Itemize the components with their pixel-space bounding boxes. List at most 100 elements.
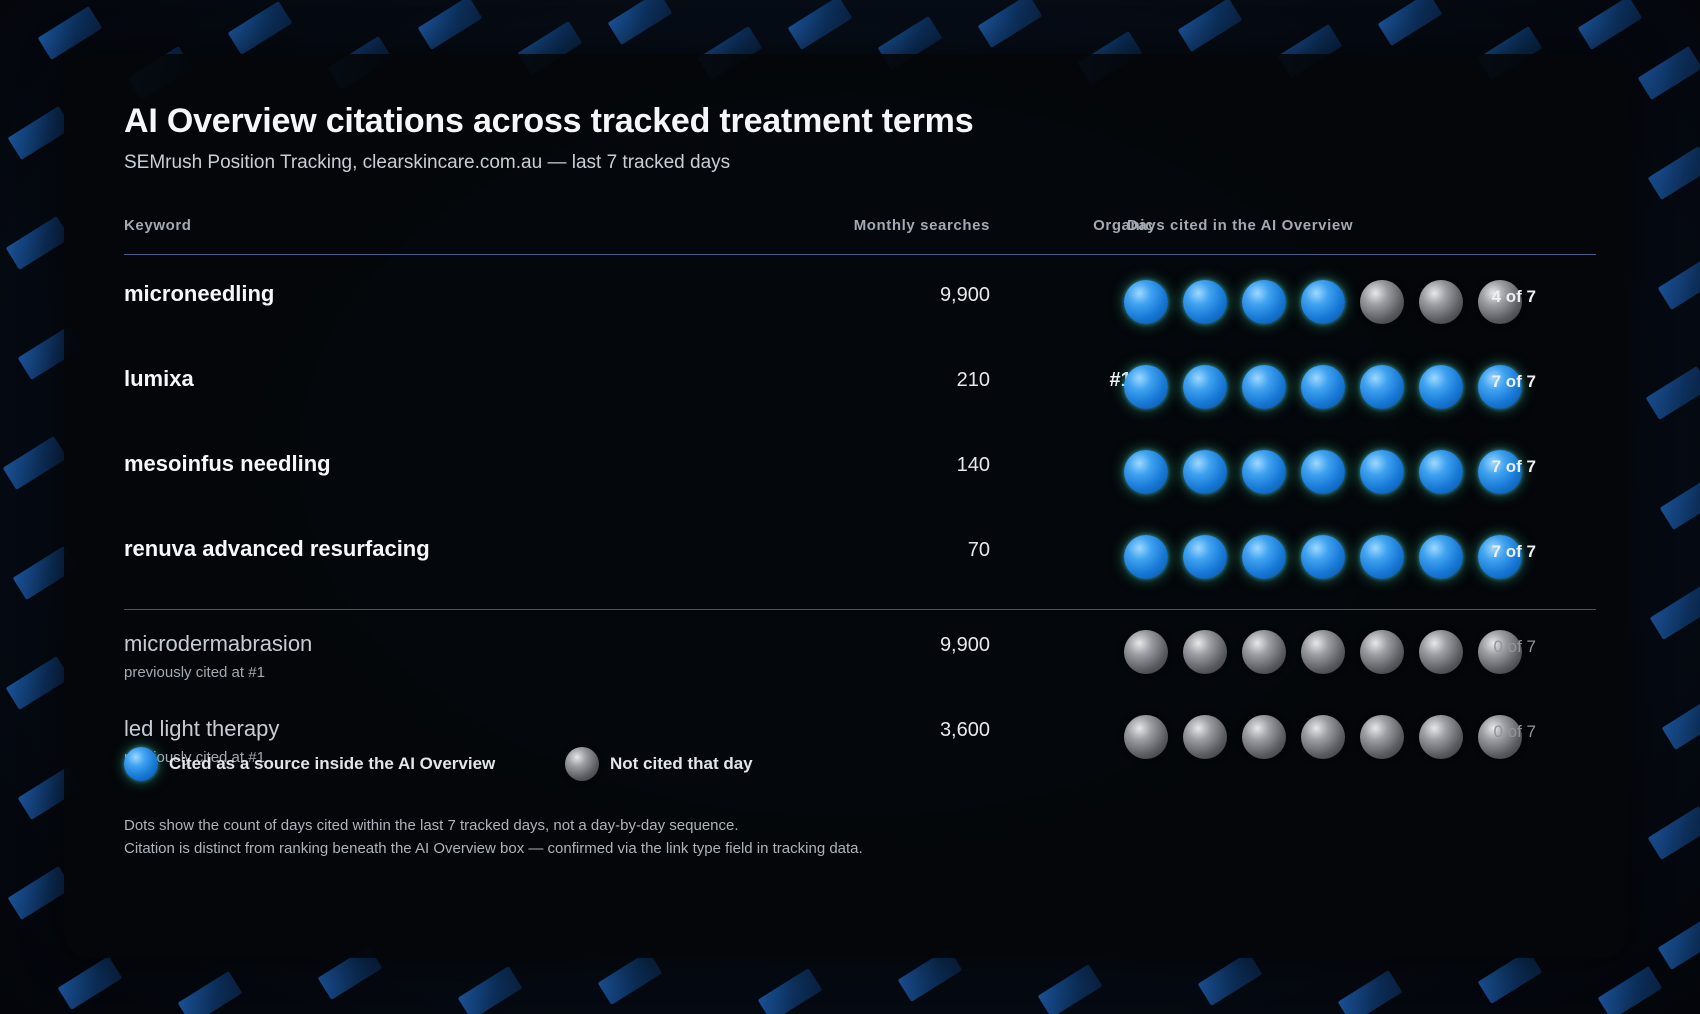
not-cited-day-dot <box>1478 280 1522 324</box>
legend-cited-label: Cited as a source inside the AI Overview <box>169 754 496 773</box>
group-divider <box>124 609 1596 610</box>
background-tile <box>787 0 853 50</box>
not-cited-day-dot <box>1301 630 1345 674</box>
row-note: previously cited at #1 <box>124 664 265 681</box>
not-cited-day-dot <box>1242 630 1286 674</box>
row-note: previously cited at #1 <box>124 749 265 766</box>
background-tile <box>57 956 123 1010</box>
background-tile <box>37 6 103 60</box>
not-cited-day-dot <box>1301 715 1345 759</box>
cited-day-dot <box>1242 450 1286 494</box>
cited-day-dot <box>1242 365 1286 409</box>
column-header-keyword: Keyword <box>124 217 192 234</box>
background-tile <box>597 951 663 1005</box>
background-tile <box>1597 966 1663 1014</box>
cited-day-dot <box>1242 280 1286 324</box>
background-tile <box>1659 476 1700 530</box>
cited-day-dot <box>1183 365 1227 409</box>
background-tile <box>607 0 673 45</box>
background-tile <box>457 966 523 1014</box>
cited-day-dot <box>1124 280 1168 324</box>
column-header-monthly-searches: Monthly searches <box>853 217 990 234</box>
legend-not-cited-label: Not cited that day <box>610 754 753 773</box>
cited-day-dot <box>1301 535 1345 579</box>
background-tile <box>1649 586 1700 640</box>
background-tile <box>177 971 243 1014</box>
row-keyword: microdermabrasion <box>124 631 313 656</box>
row-monthly-searches: 9,900 <box>939 634 990 656</box>
not-cited-day-dot <box>1360 280 1404 324</box>
column-header-days-cited: Days cited in the AI Overview <box>1127 217 1354 234</box>
cited-day-dot <box>1124 365 1168 409</box>
footnote-2: Citation is distinct from ranking beneat… <box>124 840 863 857</box>
not-cited-day-dot <box>1183 715 1227 759</box>
header-divider <box>124 254 1596 255</box>
not-cited-day-dot <box>1419 280 1463 324</box>
legend-cited-dot <box>124 747 158 781</box>
row-keyword: led light therapy <box>124 716 280 741</box>
not-cited-day-dot <box>1419 630 1463 674</box>
not-cited-day-dot <box>1419 715 1463 759</box>
cited-day-dot <box>1478 450 1522 494</box>
background-tile <box>417 0 483 50</box>
row-keyword: microneedling <box>124 281 275 306</box>
cited-day-dot <box>1124 535 1168 579</box>
chart-subtitle: SEMrush Position Tracking, clearskincare… <box>124 152 731 173</box>
chart-panel: AI Overview citations across tracked tre… <box>64 54 1628 958</box>
background-tile <box>1197 952 1263 1006</box>
background-tile <box>1577 0 1643 50</box>
cited-day-dot <box>1301 365 1345 409</box>
cited-day-dot <box>1360 450 1404 494</box>
background-tile <box>1477 950 1543 1004</box>
background-tile <box>1647 806 1700 860</box>
background-tile <box>5 216 71 270</box>
background-tile <box>2 436 68 490</box>
cited-day-dot <box>1183 280 1227 324</box>
column-header-organic: Organic <box>1093 217 1154 234</box>
background-tile <box>1661 696 1700 750</box>
row-monthly-searches: 70 <box>967 539 990 561</box>
background-tile <box>977 0 1043 48</box>
row-monthly-searches: 210 <box>956 369 990 391</box>
background-tile <box>1647 146 1700 200</box>
background-tile <box>1377 0 1443 46</box>
chart-title: AI Overview citations across tracked tre… <box>124 102 974 140</box>
row-cited-count: 0 of 7 <box>1493 637 1536 656</box>
legend-not-cited-dot <box>565 747 599 781</box>
not-cited-day-dot <box>1124 630 1168 674</box>
cited-day-dot <box>1478 365 1522 409</box>
row-cited-count: 7 of 7 <box>1491 457 1536 476</box>
cited-day-dot <box>1419 450 1463 494</box>
row-monthly-searches: 3,600 <box>939 719 990 741</box>
cited-day-dot <box>1301 450 1345 494</box>
background-tile <box>7 106 73 160</box>
row-cited-count: 4 of 7 <box>1491 287 1536 306</box>
cited-day-dot <box>1360 535 1404 579</box>
cited-day-dot <box>1419 365 1463 409</box>
table-row: led light therapy previously cited at #1 3… <box>64 715 1628 787</box>
cited-day-dot <box>1183 535 1227 579</box>
row-keyword: renuva advanced resurfacing <box>124 536 430 561</box>
background-tile <box>757 968 823 1014</box>
cited-day-dot <box>1301 280 1345 324</box>
background-tile <box>1657 916 1700 970</box>
background-tile <box>1657 256 1700 310</box>
background-tile <box>1037 964 1103 1014</box>
not-cited-day-dot <box>1360 630 1404 674</box>
cited-day-dot <box>1419 535 1463 579</box>
not-cited-day-dot <box>1242 715 1286 759</box>
cited-day-dot <box>1478 535 1522 579</box>
background-tile <box>1645 366 1700 420</box>
cited-day-dot <box>1360 365 1404 409</box>
not-cited-day-dot <box>1478 715 1522 759</box>
row-cited-count: 7 of 7 <box>1491 542 1536 561</box>
background-tile <box>5 656 71 710</box>
row-keyword: mesoinfus needling <box>124 451 331 476</box>
row-monthly-searches: 9,900 <box>939 284 990 306</box>
background-tile <box>7 866 73 920</box>
row-keyword: lumixa <box>124 366 194 391</box>
